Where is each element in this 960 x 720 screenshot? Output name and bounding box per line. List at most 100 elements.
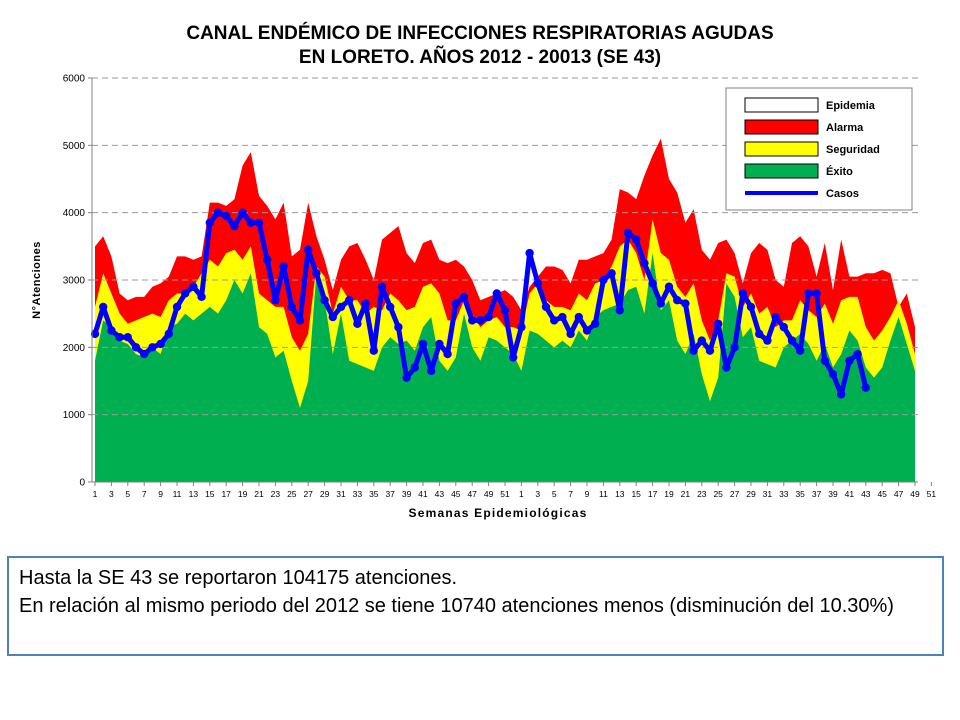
casos-point — [369, 346, 378, 355]
x-tick-label: 15 — [631, 489, 641, 499]
casos-point — [418, 339, 428, 349]
x-tick-label: 43 — [435, 489, 445, 499]
x-tick-label: 9 — [158, 489, 163, 499]
casos-point — [591, 319, 600, 328]
x-tick-label: 23 — [697, 489, 707, 499]
x-tick-label: 3 — [109, 489, 114, 499]
casos-point — [230, 221, 239, 231]
casos-point — [845, 356, 854, 365]
x-tick-label: 47 — [894, 489, 904, 499]
casos-point — [459, 292, 469, 302]
casos-point — [574, 312, 583, 322]
summary-line2: En relación al mismo periodo del 2012 se… — [19, 595, 894, 617]
x-tick-label: 17 — [648, 489, 658, 499]
x-tick-label: 3 — [535, 489, 540, 499]
casos-point — [312, 269, 321, 278]
casos-point — [476, 316, 485, 325]
casos-point — [796, 346, 805, 355]
casos-point — [648, 279, 657, 288]
casos-point — [468, 316, 477, 325]
casos-point — [353, 319, 362, 328]
y-axis-ticks: 0 1000 2000 3000 4000 5000 6000 — [63, 74, 92, 489]
casos-point — [599, 275, 608, 285]
casos-point — [90, 329, 100, 339]
casos-point — [140, 349, 149, 359]
casos-point — [689, 346, 698, 355]
casos-point — [295, 316, 305, 325]
x-tick-label: 33 — [779, 489, 789, 499]
casos-point — [271, 296, 280, 305]
casos-point — [345, 296, 354, 305]
casos-point — [582, 326, 592, 335]
legend-swatch — [744, 119, 819, 135]
casos-point — [623, 228, 633, 238]
chart-title: CANAL ENDÉMICO DE INFECCIONES RESPIRATOR… — [0, 22, 960, 70]
x-tick-label: 1 — [519, 489, 524, 499]
casos-point — [787, 336, 797, 345]
casos-point — [254, 218, 264, 227]
summary-note: Hasta la SE 43 se reportaron 104175 aten… — [7, 556, 944, 656]
casos-point — [525, 248, 534, 258]
casos-point — [681, 299, 690, 308]
casos-point — [820, 356, 829, 365]
casos-point — [328, 312, 337, 322]
casos-point — [427, 366, 436, 376]
x-tick-label: 51 — [500, 489, 510, 499]
casos-point — [320, 296, 329, 305]
y-axis-label: N°Atenciones — [31, 241, 43, 319]
x-tick-label: 5 — [552, 489, 557, 499]
y-tick-label: 2000 — [63, 343, 86, 354]
summary-line1: Hasta la SE 43 se reportaron 104175 aten… — [19, 567, 458, 589]
casos-point — [640, 258, 649, 268]
casos-point — [435, 339, 444, 349]
x-tick-label: 37 — [812, 489, 822, 499]
x-tick-label: 5 — [125, 489, 130, 499]
casos-point — [164, 329, 173, 339]
x-tick-label: 37 — [385, 489, 395, 499]
x-tick-label: 35 — [369, 489, 379, 499]
x-tick-label: 11 — [599, 489, 608, 499]
x-tick-label: 41 — [845, 489, 855, 499]
casos-point — [336, 302, 346, 312]
legend-label: Alarma — [826, 122, 864, 134]
casos-point — [443, 349, 452, 359]
casos-point — [451, 299, 460, 308]
casos-point — [722, 363, 731, 372]
casos-point — [189, 282, 198, 291]
casos-point — [156, 339, 165, 349]
casos-point — [566, 329, 575, 339]
x-tick-label: 49 — [484, 489, 494, 499]
casos-point — [197, 292, 206, 302]
casos-point — [697, 336, 706, 345]
casos-point — [828, 370, 838, 379]
legend-swatch — [744, 163, 819, 179]
y-tick-label: 6000 — [63, 74, 86, 85]
casos-point — [238, 208, 247, 217]
casos-point — [533, 279, 542, 288]
casos-point — [607, 269, 616, 278]
casos-point — [656, 299, 665, 308]
x-tick-label: 33 — [353, 489, 363, 499]
x-tick-label: 1 — [93, 489, 98, 499]
x-tick-label: 19 — [664, 489, 674, 499]
casos-point — [664, 282, 674, 291]
casos-point — [205, 218, 214, 227]
casos-point — [402, 373, 411, 382]
casos-point — [804, 289, 813, 298]
casos-point — [541, 302, 551, 312]
casos-point — [730, 343, 739, 352]
chart-title-line2: EN LORETO. AÑOS 2012 - 20013 (SE 43) — [298, 47, 662, 68]
casos-point — [632, 235, 641, 244]
casos-point — [853, 349, 862, 359]
casos-point — [500, 306, 510, 315]
y-tick-label: 0 — [79, 478, 85, 489]
casos-point — [558, 312, 567, 322]
x-tick-label: 49 — [910, 489, 920, 499]
x-tick-label: 25 — [287, 489, 297, 499]
x-tick-label: 39 — [828, 489, 838, 499]
casos-point — [386, 302, 395, 312]
x-tick-label: 31 — [763, 489, 773, 499]
x-tick-label: 21 — [254, 489, 264, 499]
casos-point — [304, 245, 313, 254]
